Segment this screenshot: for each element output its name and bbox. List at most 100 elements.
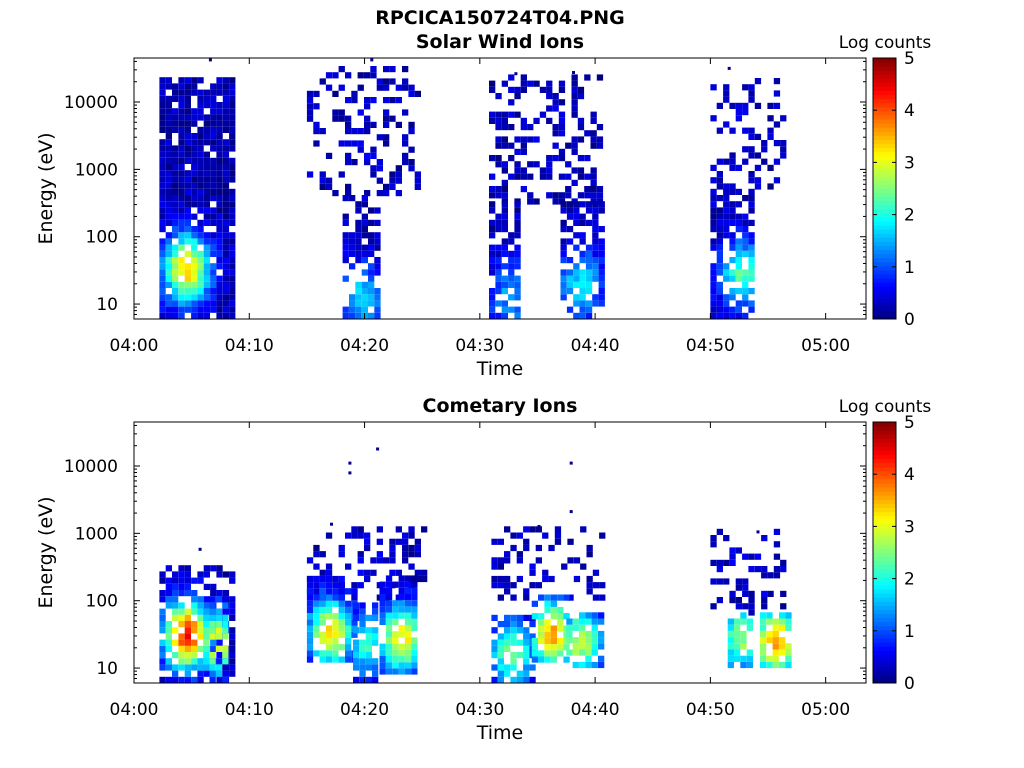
heatmap-cell (159, 269, 166, 276)
heatmap-cell (184, 565, 191, 572)
heatmap-cell (159, 250, 166, 257)
heatmap-cell (197, 195, 204, 202)
heatmap-cell (229, 294, 236, 301)
heatmap-cell (222, 571, 230, 578)
heatmap-cell (197, 281, 204, 288)
heatmap-cell (216, 306, 223, 313)
heatmap-cell (571, 93, 578, 100)
heatmap-cell (531, 600, 538, 607)
heatmap-cell (557, 613, 564, 620)
heatmap-cell (203, 300, 210, 307)
heatmap-cell (184, 139, 191, 146)
heatmap-cell (411, 600, 418, 607)
heatmap-cell (203, 583, 210, 590)
heatmap-cell (508, 281, 515, 288)
heatmap-cell (598, 263, 605, 270)
heatmap-cell (229, 145, 236, 152)
heatmap-cell (571, 148, 578, 155)
heatmap-cell (590, 179, 597, 186)
x-tick-label: 04:50 (686, 700, 735, 720)
heatmap-cell (533, 117, 540, 124)
heatmap-cell (319, 588, 326, 595)
heatmap-cell (172, 590, 179, 597)
heatmap-cell (222, 288, 230, 295)
heatmap-point (537, 525, 541, 528)
heatmap-cell (165, 151, 172, 158)
heatmap-cell (558, 124, 566, 131)
heatmap-cell (560, 201, 567, 208)
heatmap-cell (748, 207, 755, 214)
heatmap-cell (489, 263, 496, 270)
heatmap-cell (510, 652, 517, 659)
heatmap-cell (497, 652, 504, 659)
heatmap-cell (313, 619, 320, 626)
heatmap-cell (215, 645, 223, 652)
heatmap-cell (332, 90, 339, 97)
heatmap-cell (222, 281, 230, 288)
heatmap-cell (392, 612, 399, 619)
heatmap-cell (735, 109, 742, 116)
heatmap-cell (529, 676, 536, 683)
heatmap-cell (209, 652, 216, 659)
heatmap-cell (520, 186, 527, 193)
heatmap-cell (370, 569, 377, 576)
heatmap-cell (573, 275, 580, 282)
heatmap-cell (544, 625, 551, 632)
heatmap-cell (222, 269, 230, 276)
heatmap-cell (514, 294, 521, 301)
heatmap-cell (504, 551, 511, 558)
colorbar-swatch (873, 666, 896, 672)
heatmap-cell (398, 662, 405, 669)
heatmap-cell (495, 226, 502, 233)
colorbar-swatch (873, 62, 896, 67)
heatmap-cell (172, 126, 179, 133)
heatmap-cell (364, 115, 371, 122)
heatmap-cell (376, 165, 383, 172)
heatmap-cell (361, 281, 368, 288)
colorbar-tick-label: 5 (904, 413, 915, 433)
heatmap-cell (159, 95, 166, 102)
heatmap-cell (191, 133, 198, 140)
heatmap-cell (598, 300, 605, 307)
heatmap-cell (203, 639, 210, 646)
heatmap-cell (508, 86, 515, 93)
heatmap-cell (598, 612, 605, 619)
x-tick-label: 04:30 (455, 336, 504, 356)
colorbar-swatch (873, 544, 896, 549)
heatmap-cell (729, 553, 736, 560)
heatmap-cell (398, 575, 405, 582)
heatmap-cell (491, 614, 498, 621)
colorbar-swatch (873, 155, 896, 161)
heatmap-cell (398, 606, 405, 613)
heatmap-cell (338, 613, 345, 620)
heatmap-cell (495, 124, 502, 131)
heatmap-cell (191, 590, 198, 597)
heatmap-cell (729, 312, 736, 319)
heatmap-cell (742, 84, 749, 91)
heatmap-cell (735, 238, 742, 245)
heatmap-cell (172, 108, 179, 115)
heatmap-cell (520, 148, 527, 155)
heatmap-cell (527, 136, 534, 143)
heatmap-cell (579, 219, 586, 226)
heatmap-cell (392, 606, 399, 613)
heatmap-cell (368, 312, 375, 319)
heatmap-cell (748, 127, 755, 134)
heatmap-cell (558, 148, 566, 155)
heatmap-cell (342, 312, 349, 319)
heatmap-cell (229, 577, 236, 584)
heatmap-cell (408, 551, 415, 558)
heatmap-cell (508, 294, 515, 301)
heatmap-cell (571, 111, 578, 118)
heatmap-cell (197, 95, 204, 102)
heatmap-cell (184, 207, 191, 214)
heatmap-cell (514, 207, 521, 214)
heatmap-cell (383, 190, 390, 197)
heatmap-cell (577, 136, 585, 143)
heatmap-cell (510, 664, 517, 671)
heatmap-cell (222, 170, 230, 177)
heatmap-cell (389, 551, 396, 558)
heatmap-cell (364, 544, 371, 552)
heatmap-cell (361, 294, 368, 301)
colorbar-swatch (873, 123, 896, 128)
